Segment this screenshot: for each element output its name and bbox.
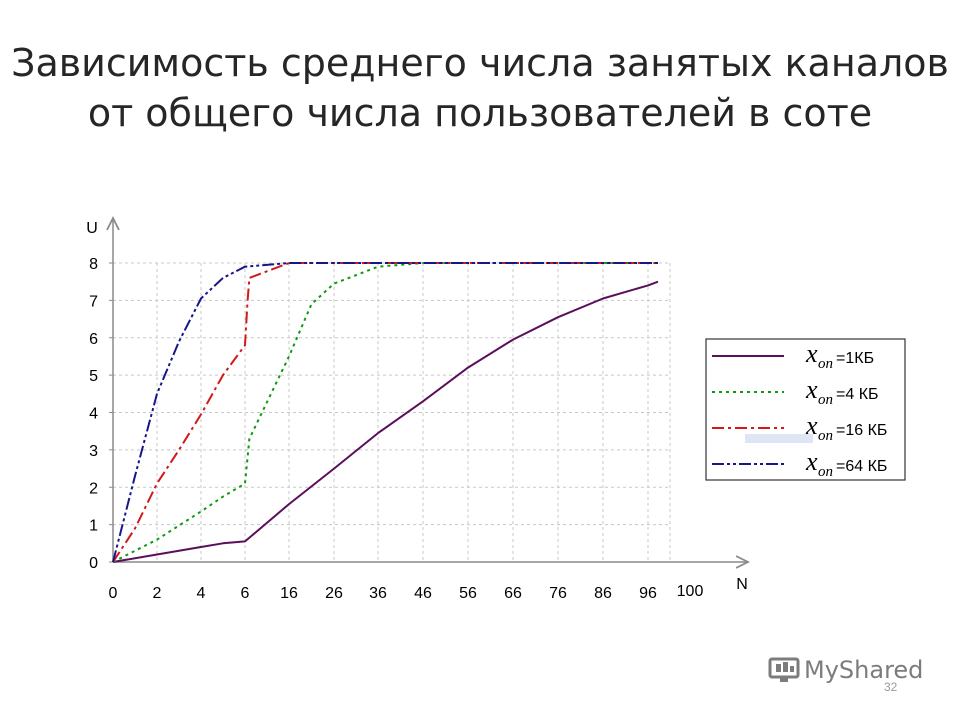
y-tick-label: 1 <box>89 518 98 535</box>
grid <box>113 262 671 562</box>
series-line-3 <box>112 262 658 563</box>
x-tick-label: 86 <box>594 585 612 602</box>
y-tick-label: 7 <box>89 293 98 310</box>
x-tick-label: 46 <box>414 585 432 602</box>
series-line-4 <box>112 262 658 563</box>
y-axis-label: U <box>86 220 98 237</box>
title-line-2: от общего числа пользователей в соте <box>87 91 873 135</box>
page-number: 32 <box>884 680 898 694</box>
y-tick-label: 4 <box>89 406 98 423</box>
legend-label-4: =64 КБ <box>836 458 887 475</box>
x-tick-label: 16 <box>280 585 298 602</box>
axes <box>109 218 748 562</box>
watermark: MyShared <box>768 656 923 684</box>
legend-label-1: =1КБ <box>836 350 874 367</box>
x-tick-label: 36 <box>369 585 387 602</box>
x-tick-label: 100 <box>677 583 704 600</box>
legend-symbol: x <box>805 411 818 440</box>
page-title: Зависимость среднего числа занятых канал… <box>0 38 960 138</box>
x-tick-label: 26 <box>325 585 343 602</box>
x-tick-label: 0 <box>109 585 118 602</box>
x-tick-label: 56 <box>459 585 477 602</box>
series-line-1 <box>112 280 659 563</box>
legend-label-2: =4 КБ <box>836 386 879 403</box>
series <box>112 262 659 563</box>
y-tick-label: 3 <box>89 443 98 460</box>
x-axis-label: N <box>736 576 748 593</box>
x-tick-label: 6 <box>241 585 250 602</box>
x-tick-label: 76 <box>549 585 567 602</box>
myshared-logo-icon <box>768 657 800 682</box>
x-tick-label: 66 <box>504 585 522 602</box>
legend-symbol: x <box>805 339 818 368</box>
legend-subscript: on <box>818 356 833 372</box>
y-tick-label: 0 <box>89 555 98 572</box>
x-tick-label: 2 <box>153 585 162 602</box>
x-tick-label: 4 <box>197 585 206 602</box>
legend-symbol: x <box>805 447 818 476</box>
y-tick-label: 6 <box>89 331 98 348</box>
y-tick-label: 8 <box>89 256 98 273</box>
legend-label-3: =16 КБ <box>836 422 887 439</box>
legend-subscript: on <box>818 464 833 480</box>
legend-highlight <box>745 434 813 443</box>
title-line-1: Зависимость среднего числа занятых канал… <box>11 41 949 85</box>
legend-subscript: on <box>818 428 833 444</box>
legend-symbol: x <box>805 375 818 404</box>
series-line-2 <box>112 262 658 563</box>
y-tick-label: 2 <box>89 480 98 497</box>
watermark-text: MyShared <box>804 656 924 684</box>
y-tick-label: 5 <box>89 368 98 385</box>
legend-box <box>705 338 906 481</box>
x-tick-label: 96 <box>639 585 657 602</box>
legend-subscript: on <box>818 392 833 408</box>
